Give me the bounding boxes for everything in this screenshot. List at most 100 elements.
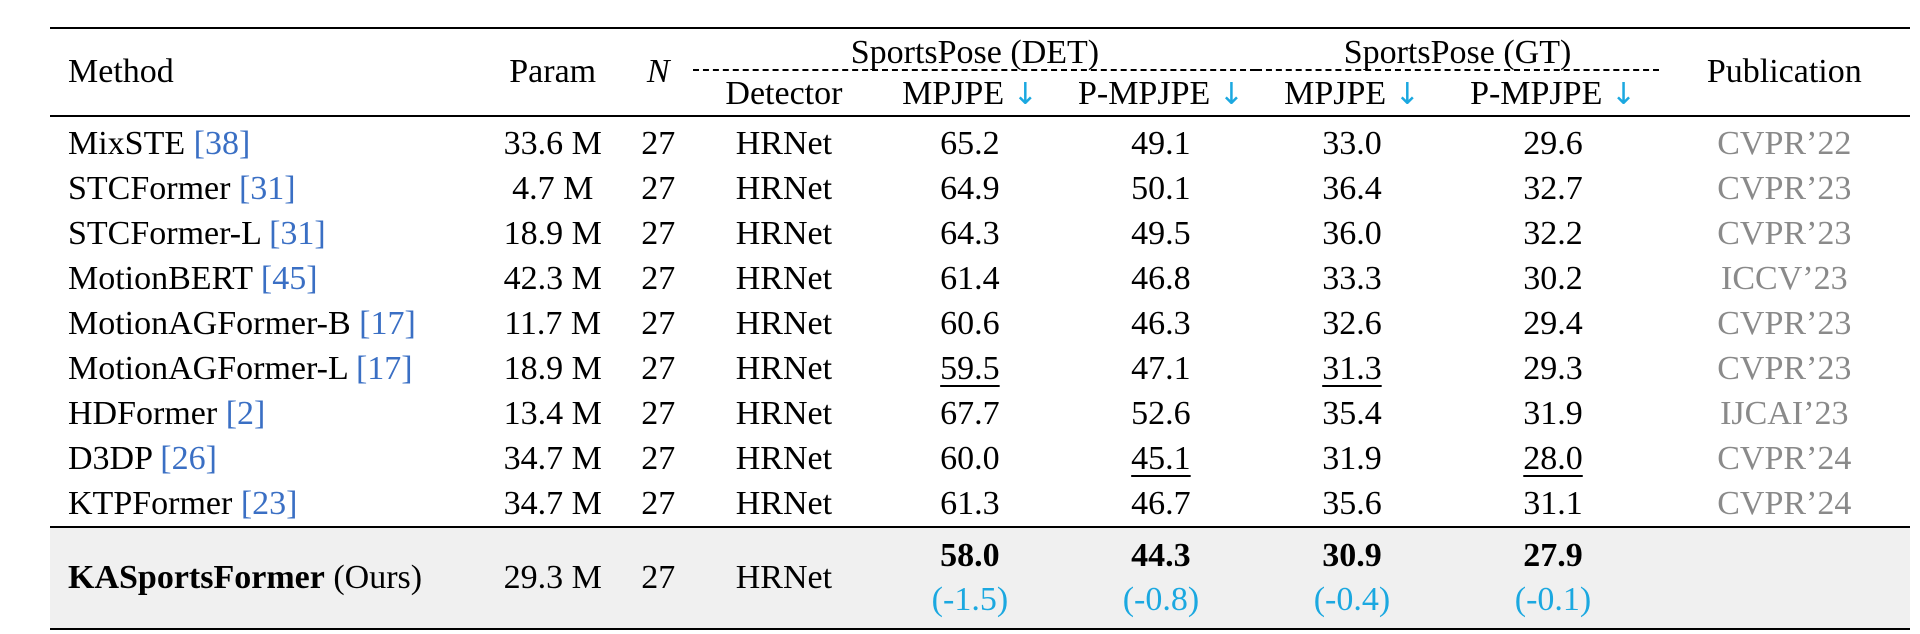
table-row: D3DP [26] 34.7 M 27 HRNet 60.0 45.1 31.9 28.0 CV… (50, 436, 1910, 481)
n-cell: 27 (641, 215, 676, 252)
citation-link[interactable]: [2] (225, 395, 266, 432)
ours-gt-mpjpe-delta: (-0.4) (1313, 581, 1391, 618)
det-pmpjpe-cell: 45.1 (1065, 436, 1256, 481)
header-param: Param (509, 53, 597, 90)
method-name: MotionBERT (68, 260, 261, 297)
ours-publication (1659, 527, 1910, 629)
ours-method-suffix: (Ours) (324, 559, 423, 596)
citation-link[interactable]: [26] (160, 440, 217, 477)
gt-pmpjpe-value: 32.2 (1523, 215, 1583, 252)
gt-mpjpe-value: 36.4 (1322, 170, 1382, 207)
results-table-container: Method Param N SportsPose (DET) SportsPo… (50, 27, 1910, 630)
method-name: MotionAGFormer-B (68, 305, 360, 342)
gt-mpjpe-value: 31.3 (1322, 350, 1382, 387)
det-mpjpe-cell: 61.3 (874, 481, 1065, 527)
header-publication: Publication (1706, 53, 1862, 90)
ours-det-pmpjpe: 44.3 (1131, 537, 1191, 574)
ours-det-pmpjpe-cell: 44.3 (-0.8) (1065, 527, 1256, 629)
table-row: STCFormer-L [31] 18.9 M 27 HRNet 64.3 49.5 36.… (50, 211, 1910, 256)
gt-pmpjpe-cell: 31.1 (1447, 481, 1658, 527)
publication-cell: CVPR’23 (1717, 350, 1852, 387)
gt-pmpjpe-value: 29.4 (1523, 305, 1583, 342)
publication-cell: ICCV’23 (1721, 260, 1848, 297)
header-gt-mpjpe: MPJPE ↓ (1256, 73, 1447, 116)
method-cell: MotionAGFormer-L [17] (50, 346, 482, 391)
gt-mpjpe-value: 35.4 (1322, 395, 1382, 432)
header-gt-pmpjpe: P-MPJPE ↓ (1447, 73, 1658, 116)
gt-mpjpe-value: 35.6 (1322, 485, 1382, 522)
det-pmpjpe-cell: 52.6 (1065, 391, 1256, 436)
table-row: MotionAGFormer-B [17] 11.7 M 27 HRNet 60.6 46… (50, 301, 1910, 346)
header-method: Method (68, 53, 174, 90)
ours-det-pmpjpe-delta: (-0.8) (1122, 581, 1200, 618)
detector-cell: HRNet (735, 350, 833, 387)
det-mpjpe-cell: 67.7 (874, 391, 1065, 436)
method-name: D3DP (68, 440, 161, 477)
citation-link[interactable]: [38] (193, 125, 251, 162)
ours-det-mpjpe: 58.0 (940, 537, 1000, 574)
gt-pmpjpe-cell: 28.0 (1447, 436, 1658, 481)
gt-mpjpe-cell: 31.9 (1256, 436, 1447, 481)
gt-pmpjpe-value: 30.2 (1523, 260, 1583, 297)
det-mpjpe-value: 65.2 (940, 125, 1000, 162)
det-mpjpe-value: 64.3 (940, 215, 1000, 252)
header-det-mpjpe-label: MPJPE (902, 74, 1005, 112)
citation-link[interactable]: [17] (359, 305, 416, 342)
table-body: MixSTE [38] 33.6 M 27 HRNet 65.2 49.1 33.0 29.6… (50, 116, 1910, 527)
header-det-mpjpe: MPJPE ↓ (874, 73, 1065, 116)
citation-link[interactable]: [23] (240, 485, 298, 522)
detector-cell: HRNet (735, 395, 833, 432)
n-cell: 27 (641, 260, 676, 297)
method-cell: STCFormer [31] (50, 166, 482, 211)
table-row: MotionBERT [45] 42.3 M 27 HRNet 61.4 46.8 33.3… (50, 256, 1910, 301)
publication-cell: CVPR’24 (1717, 440, 1852, 477)
ours-gt-pmpjpe-cell: 27.9 (-0.1) (1447, 527, 1658, 629)
gt-mpjpe-cell: 33.3 (1256, 256, 1447, 301)
det-pmpjpe-value: 49.1 (1131, 125, 1191, 162)
n-cell: 27 (641, 440, 676, 477)
det-pmpjpe-value: 47.1 (1131, 350, 1191, 387)
detector-cell: HRNet (735, 485, 833, 522)
table-row: MixSTE [38] 33.6 M 27 HRNet 65.2 49.1 33.0 29.6… (50, 116, 1910, 166)
det-pmpjpe-value: 45.1 (1131, 440, 1191, 477)
det-mpjpe-cell: 60.0 (874, 436, 1065, 481)
det-pmpjpe-cell: 46.3 (1065, 301, 1256, 346)
ours-gt-pmpjpe: 27.9 (1523, 537, 1583, 574)
det-pmpjpe-cell: 50.1 (1065, 166, 1256, 211)
gt-pmpjpe-value: 32.7 (1523, 170, 1583, 207)
det-pmpjpe-cell: 49.1 (1065, 116, 1256, 166)
ours-gt-pmpjpe-delta: (-0.1) (1514, 581, 1592, 618)
detector-cell: HRNet (735, 440, 833, 477)
param-cell: 42.3 M (503, 260, 602, 297)
ours-det-mpjpe-cell: 58.0 (-1.5) (874, 527, 1065, 629)
det-pmpjpe-cell: 46.8 (1065, 256, 1256, 301)
gt-pmpjpe-value: 29.6 (1523, 125, 1583, 162)
method-name: STCFormer (68, 170, 239, 207)
ours-n: 27 (641, 559, 676, 596)
n-cell: 27 (641, 395, 676, 432)
param-cell: 18.9 M (503, 350, 602, 387)
down-arrow-icon: ↓ (1218, 76, 1244, 112)
gt-pmpjpe-cell: 29.4 (1447, 301, 1658, 346)
gt-mpjpe-value: 31.9 (1322, 440, 1382, 477)
header-group-det-label: SportsPose (DET) (850, 34, 1100, 71)
down-arrow-icon: ↓ (1012, 76, 1038, 112)
ours-detector: HRNet (735, 559, 833, 596)
gt-mpjpe-cell: 33.0 (1256, 116, 1447, 166)
param-cell: 4.7 M (512, 170, 594, 207)
gt-mpjpe-cell: 36.4 (1256, 166, 1447, 211)
det-pmpjpe-cell: 49.5 (1065, 211, 1256, 256)
citation-link[interactable]: [31] (238, 170, 296, 207)
method-cell: HDFormer [2] (50, 391, 482, 436)
publication-cell: CVPR’22 (1717, 125, 1852, 162)
det-mpjpe-cell: 64.9 (874, 166, 1065, 211)
header-det-pmpjpe-label: P-MPJPE (1077, 74, 1211, 112)
det-pmpjpe-cell: 47.1 (1065, 346, 1256, 391)
citation-link[interactable]: [31] (269, 215, 326, 252)
header-group-det: SportsPose (DET) (693, 28, 1257, 73)
gt-mpjpe-value: 33.0 (1322, 125, 1382, 162)
header-n: N (646, 53, 670, 90)
citation-link[interactable]: [17] (355, 350, 413, 387)
citation-link[interactable]: [45] (260, 260, 318, 297)
param-cell: 13.4 M (503, 395, 602, 432)
